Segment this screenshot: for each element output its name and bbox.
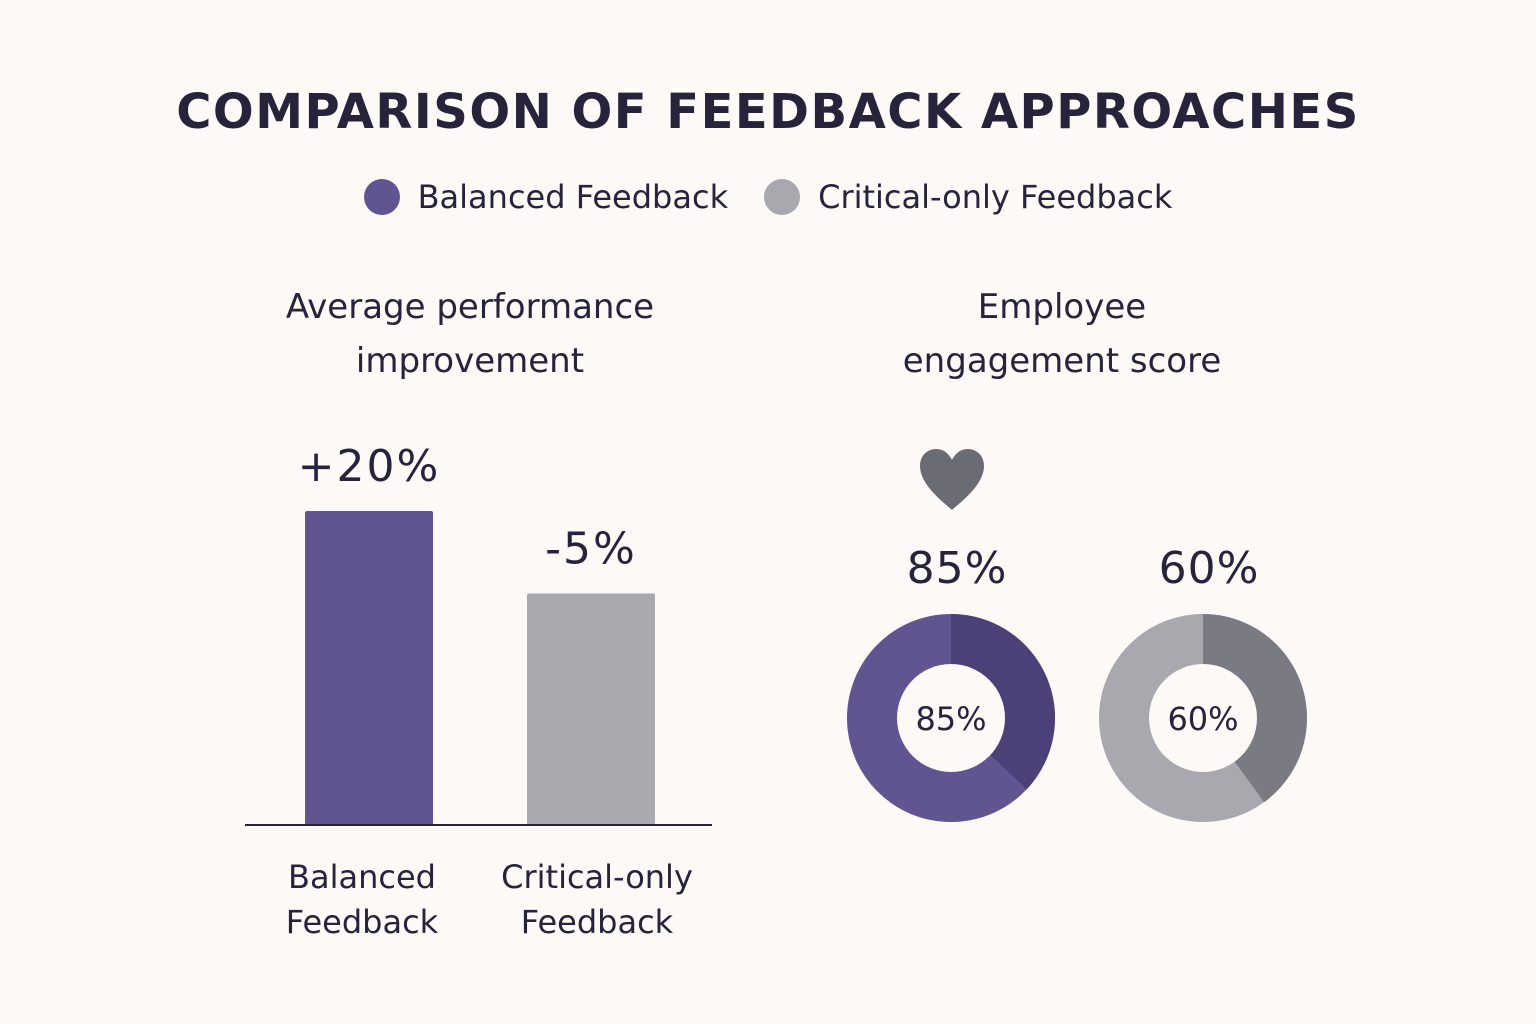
bar-category-label-balanced-line-1: Balanced [288,858,436,896]
legend-label-balanced: Balanced Feedback [417,178,729,216]
legend-swatch-critical [764,179,801,215]
bar-category-label-critical-line-1: Critical-only [501,858,693,896]
legend-item-critical: Critical-only Feedback [764,178,1172,216]
heart-icon [920,449,984,510]
donut-value-label-balanced: 85% [907,543,1008,594]
donut-chart-title-line-2: engagement score [902,341,1222,381]
donut-chart-title-line-1: Employee [977,287,1147,327]
donut-center-label-critical: 60% [1167,700,1238,738]
legend: Balanced Feedback Critical-only Feedback [0,178,1536,216]
bar-chart-title: Average performance improvement [220,280,720,388]
donut-chart-title: Employee engagement score [812,280,1312,388]
bar-chart-title-line-1: Average performance [285,287,655,327]
bar-chart-title-line-2: improvement [355,341,585,381]
legend-item-balanced: Balanced Feedback [363,178,729,216]
donut-value-label-critical: 60% [1159,543,1260,594]
bar-value-label-critical: -5% [545,524,637,575]
legend-swatch-balanced [363,179,400,215]
heart-icon-shape [920,449,984,510]
chart-title: COMPARISON OF FEEDBACK APPROACHES [176,84,1360,140]
bar-category-label-balanced-line-2: Feedback [286,903,439,941]
donut-hole-balanced [897,664,1005,772]
bar-value-label-balanced: +20% [298,441,441,492]
bar-balanced [305,511,433,825]
donut-hole-critical [1149,664,1257,772]
bar-category-label-critical-line-2: Feedback [521,903,674,941]
donut-segment-balanced [951,614,1055,790]
bar-critical [527,593,655,825]
legend-label-critical: Critical-only Feedback [818,178,1173,216]
donut-center-label-balanced: 85% [915,700,986,738]
